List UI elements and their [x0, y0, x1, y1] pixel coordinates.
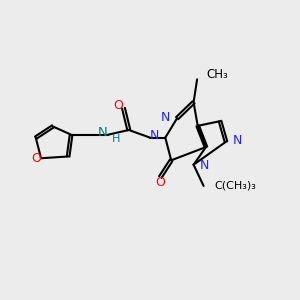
Text: O: O — [155, 176, 165, 189]
Text: O: O — [113, 99, 123, 112]
Text: N: N — [200, 159, 209, 172]
Text: N: N — [98, 126, 108, 139]
Text: CH₃: CH₃ — [206, 68, 228, 81]
Text: N: N — [232, 134, 242, 147]
Text: N: N — [150, 129, 159, 142]
Text: H: H — [112, 134, 120, 144]
Text: O: O — [31, 152, 41, 165]
Text: N: N — [161, 110, 171, 124]
Text: C(CH₃)₃: C(CH₃)₃ — [215, 181, 257, 191]
